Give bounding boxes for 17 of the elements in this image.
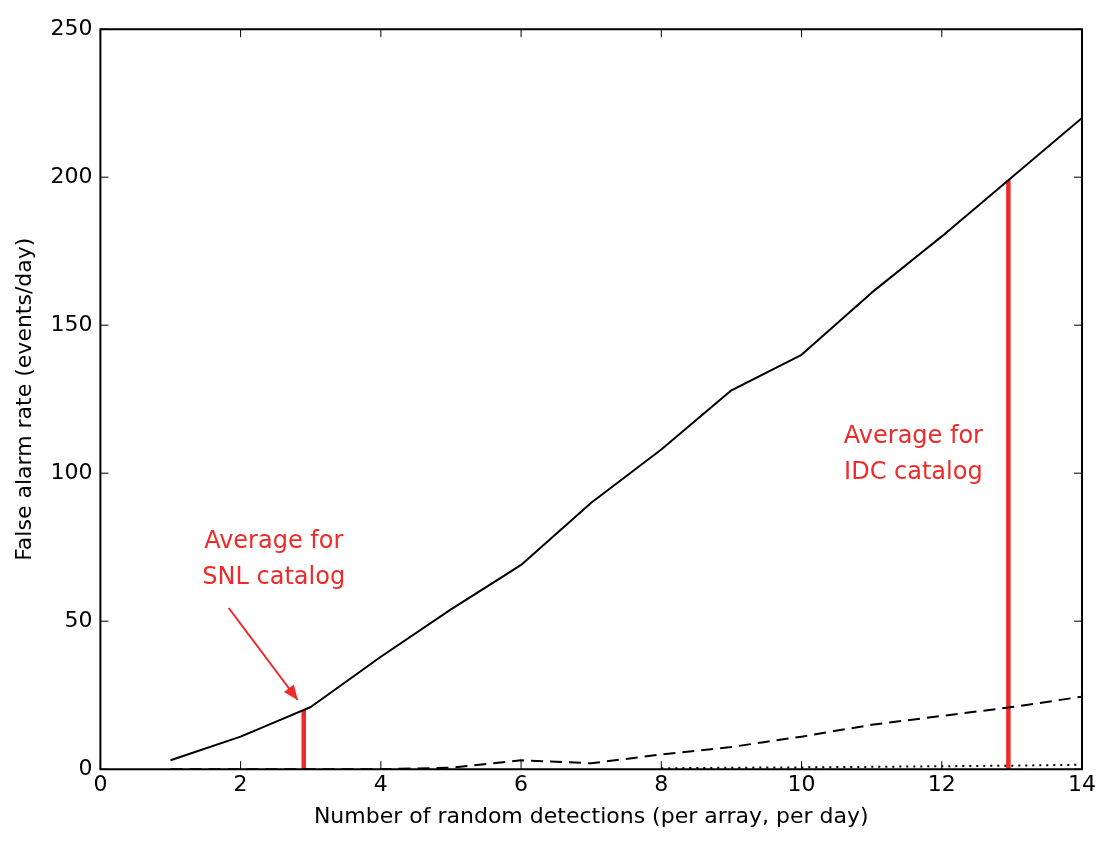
x-tick-label: 8 [654,771,669,797]
x-tick-label: 4 [373,771,388,797]
y-tick-label: 200 [50,162,93,188]
y-tick-label: 250 [50,14,93,40]
x-tick-label: 10 [787,771,816,797]
annotation: Average for IDC catalog [843,420,984,485]
y-tick-label: 150 [50,310,93,336]
x-tick-label: 14 [1068,771,1096,797]
x-tick-label: 6 [514,771,529,797]
annotation: Average for SNL catalog [202,526,346,591]
y-axis-title: False alarm rate (events/day) [10,237,36,561]
x-tick-label: 12 [927,771,956,797]
y-tick-label: 100 [50,458,93,484]
y-tick-label: 0 [78,754,93,780]
x-axis-title: Number of random detections (per array, per day) [313,802,869,828]
y-tick-label: 50 [64,606,93,632]
x-tick-label: 2 [233,771,248,797]
